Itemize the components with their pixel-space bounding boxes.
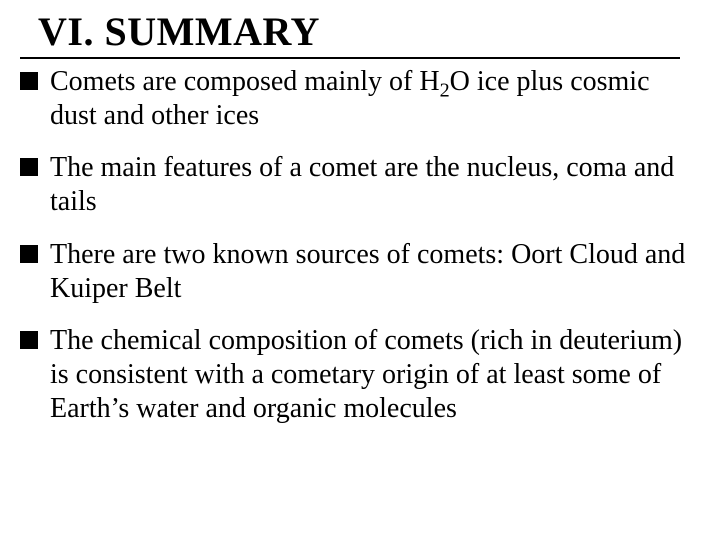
list-item: The chemical composition of comets (rich… — [20, 324, 700, 426]
slide-title: VI. SUMMARY — [38, 8, 700, 55]
list-item-text: The main features of a comet are the nuc… — [50, 151, 700, 219]
summary-list: Comets are composed mainly of H2O ice pl… — [20, 65, 700, 426]
title-prefix: VI. — [38, 9, 104, 54]
square-bullet-icon — [20, 331, 38, 349]
list-item: The main features of a comet are the nuc… — [20, 151, 700, 219]
list-item-text: Comets are composed mainly of H2O ice pl… — [50, 65, 700, 133]
square-bullet-icon — [20, 158, 38, 176]
list-item-text: The chemical composition of comets (rich… — [50, 324, 700, 426]
square-bullet-icon — [20, 245, 38, 263]
list-item: Comets are composed mainly of H2O ice pl… — [20, 65, 700, 133]
title-word: SUMMARY — [104, 9, 319, 54]
square-bullet-icon — [20, 72, 38, 90]
list-item-text: There are two known sources of comets: O… — [50, 238, 700, 306]
list-item: There are two known sources of comets: O… — [20, 238, 700, 306]
title-underline — [20, 57, 680, 59]
